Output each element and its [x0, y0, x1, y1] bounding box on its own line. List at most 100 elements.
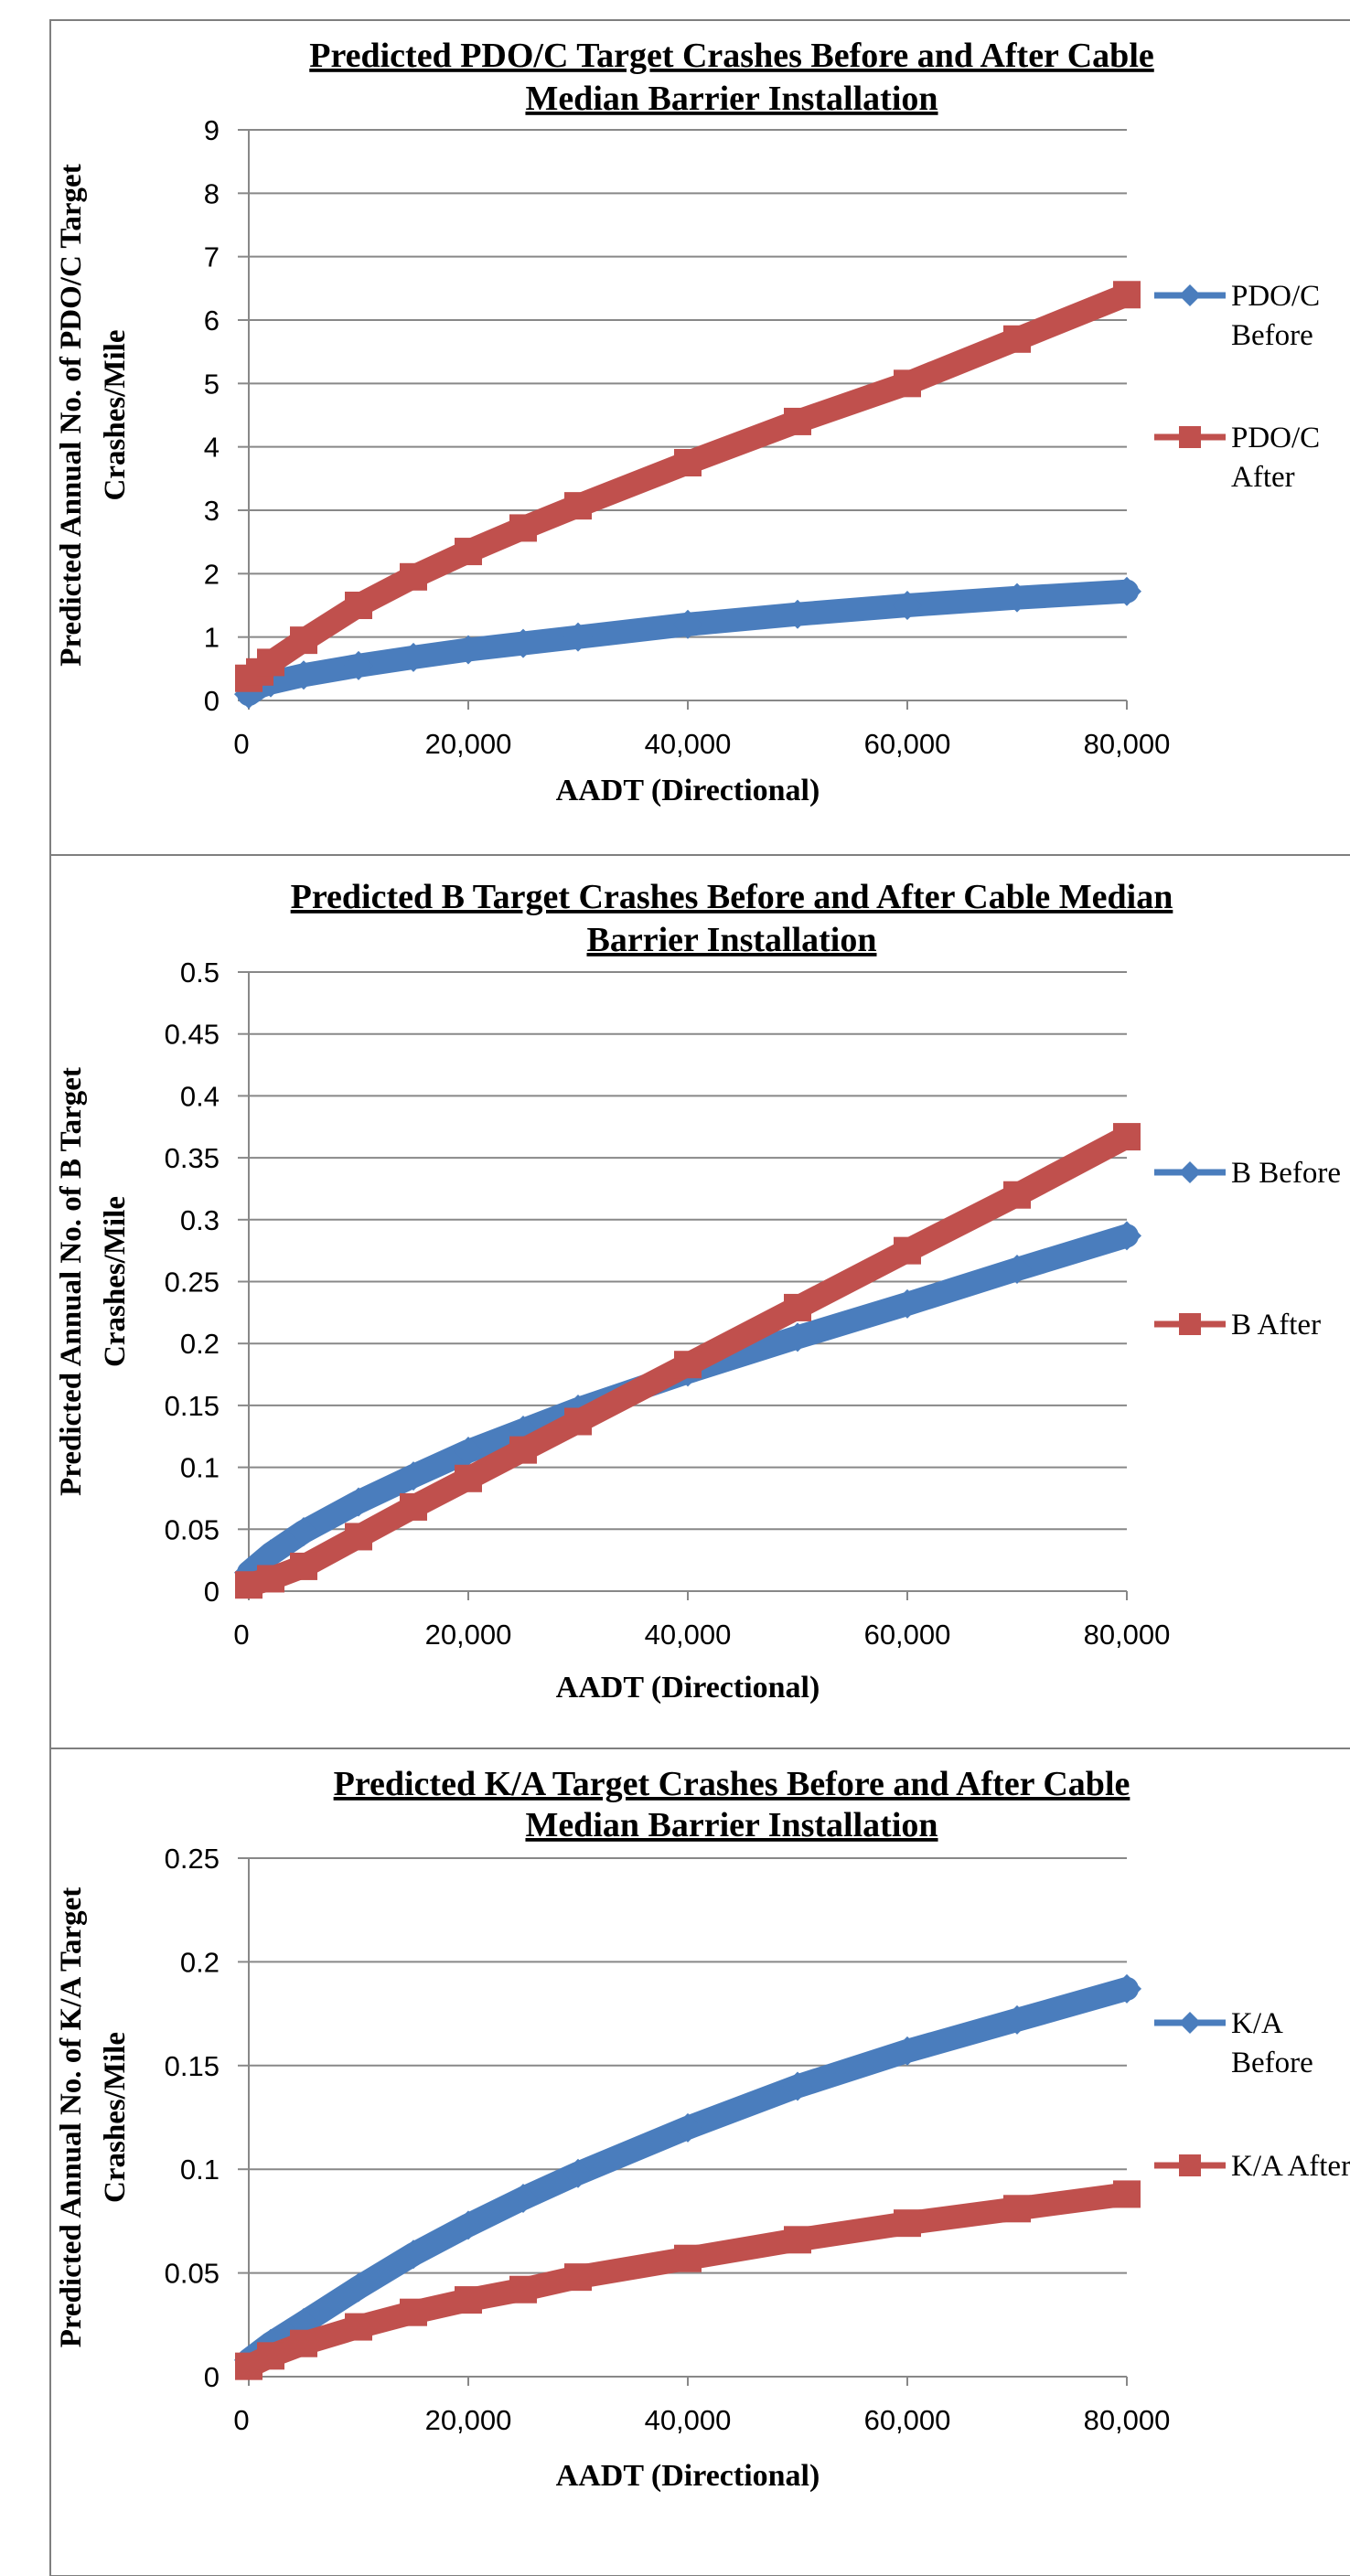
data-point	[509, 1436, 537, 1464]
y-tick-label: 0.35	[165, 1142, 220, 1174]
y-tick-label: 8	[204, 177, 220, 209]
y-tick-label: 7	[204, 241, 220, 273]
data-point	[345, 2313, 372, 2341]
data-point	[783, 2071, 812, 2101]
y-axis-label: Crashes/Mile	[99, 330, 132, 501]
x-tick-label: 60,000	[864, 728, 951, 760]
data-point	[674, 449, 702, 476]
data-point	[454, 635, 483, 665]
data-point	[563, 622, 593, 652]
legend-label: B After	[1231, 1309, 1321, 1341]
data-point	[400, 2298, 427, 2326]
chart-title: Median Barrier Installation	[525, 1806, 938, 1844]
data-point	[344, 2272, 373, 2303]
legend-marker	[1179, 284, 1201, 306]
y-tick-label: 9	[204, 114, 220, 146]
x-tick-label: 0	[233, 2404, 249, 2436]
x-tick-label: 20,000	[425, 1619, 512, 1651]
y-tick-label: 0.05	[165, 2258, 220, 2290]
y-tick-label: 3	[204, 495, 220, 527]
data-point	[784, 407, 811, 435]
chart-frame	[49, 1748, 1350, 2576]
data-point	[1003, 2195, 1031, 2223]
legend-label: Before	[1231, 2047, 1313, 2079]
y-tick-label: 2	[204, 558, 220, 590]
x-axis-label: AADT (Directional)	[556, 2459, 820, 2493]
data-point	[289, 660, 318, 690]
x-tick-label: 40,000	[645, 728, 732, 760]
data-point	[1002, 1254, 1032, 1284]
x-tick-label: 20,000	[425, 2404, 512, 2436]
data-point	[399, 1461, 428, 1491]
x-tick-label: 40,000	[645, 2404, 732, 2436]
data-point	[1112, 1973, 1141, 2004]
y-tick-label: 0.1	[180, 2154, 220, 2186]
data-point	[1002, 583, 1032, 613]
data-point	[784, 1293, 811, 1321]
y-tick-label: 0.25	[165, 1267, 220, 1299]
y-tick-label: 0.45	[165, 1019, 220, 1051]
data-point	[894, 2209, 921, 2238]
data-point	[1003, 1181, 1031, 1209]
data-point	[454, 1436, 483, 1466]
y-tick-label: 0.5	[180, 957, 220, 989]
data-point	[399, 642, 428, 672]
legend-marker	[1179, 2012, 1201, 2034]
chart-title: Barrier Installation	[586, 921, 876, 959]
x-tick-label: 60,000	[864, 1619, 951, 1651]
y-tick-label: 0.1	[180, 1452, 220, 1484]
y-axis-label: Predicted Annual No. of B Target	[55, 1067, 88, 1496]
data-point	[783, 599, 812, 629]
x-tick-label: 0	[233, 728, 249, 760]
chart-panel: Predicted K/A Target Crashes Before and …	[49, 1748, 1350, 2576]
y-tick-label: 0	[204, 2361, 220, 2393]
data-point	[1113, 1123, 1141, 1151]
legend-label: PDO/C	[1231, 280, 1320, 313]
data-point	[345, 592, 372, 619]
legend-label: K/A After	[1231, 2150, 1350, 2183]
legend-label: B Before	[1231, 1157, 1341, 1190]
data-point	[509, 2275, 537, 2303]
y-tick-label: 1	[204, 622, 220, 654]
data-point	[1112, 1221, 1141, 1251]
y-tick-label: 0.2	[180, 1946, 220, 1978]
x-axis-label: AADT (Directional)	[556, 1671, 820, 1705]
data-point	[257, 1565, 284, 1593]
data-point	[893, 1288, 922, 1319]
y-tick-label: 0.05	[165, 1513, 220, 1545]
y-tick-label: 0.2	[180, 1328, 220, 1360]
y-axis-label: Predicted Annual No. of K/A Target	[55, 1887, 88, 2348]
y-tick-label: 0	[204, 1576, 220, 1608]
y-tick-label: 0	[204, 685, 220, 717]
x-tick-label: 80,000	[1084, 728, 1171, 760]
y-tick-label: 6	[204, 305, 220, 337]
x-tick-label: 80,000	[1084, 2404, 1171, 2436]
legend-label: K/A	[1231, 2007, 1283, 2040]
y-axis-label: Crashes/Mile	[99, 2032, 132, 2203]
data-point	[289, 1517, 318, 1547]
data-point	[1002, 2004, 1032, 2035]
data-point	[455, 2286, 482, 2314]
data-point	[400, 562, 427, 591]
data-point	[564, 492, 592, 520]
y-tick-label: 0.15	[165, 2050, 220, 2082]
legend-marker	[1179, 1161, 1201, 1183]
x-tick-label: 80,000	[1084, 1619, 1171, 1651]
x-tick-label: 20,000	[425, 728, 512, 760]
y-tick-label: 4	[204, 432, 220, 464]
data-point	[455, 538, 482, 566]
y-tick-label: 0.15	[165, 1390, 220, 1422]
legend-marker	[1179, 426, 1201, 448]
data-point	[894, 369, 921, 398]
data-point	[1003, 325, 1031, 353]
x-tick-label: 40,000	[645, 1619, 732, 1651]
data-point	[563, 2158, 593, 2188]
y-tick-label: 0.25	[165, 1843, 220, 1875]
data-point	[1113, 281, 1141, 309]
data-point	[1112, 576, 1141, 606]
data-point	[894, 1236, 921, 1265]
legend-marker	[1179, 2154, 1201, 2176]
y-tick-label: 5	[204, 368, 220, 400]
data-point	[455, 1464, 482, 1492]
